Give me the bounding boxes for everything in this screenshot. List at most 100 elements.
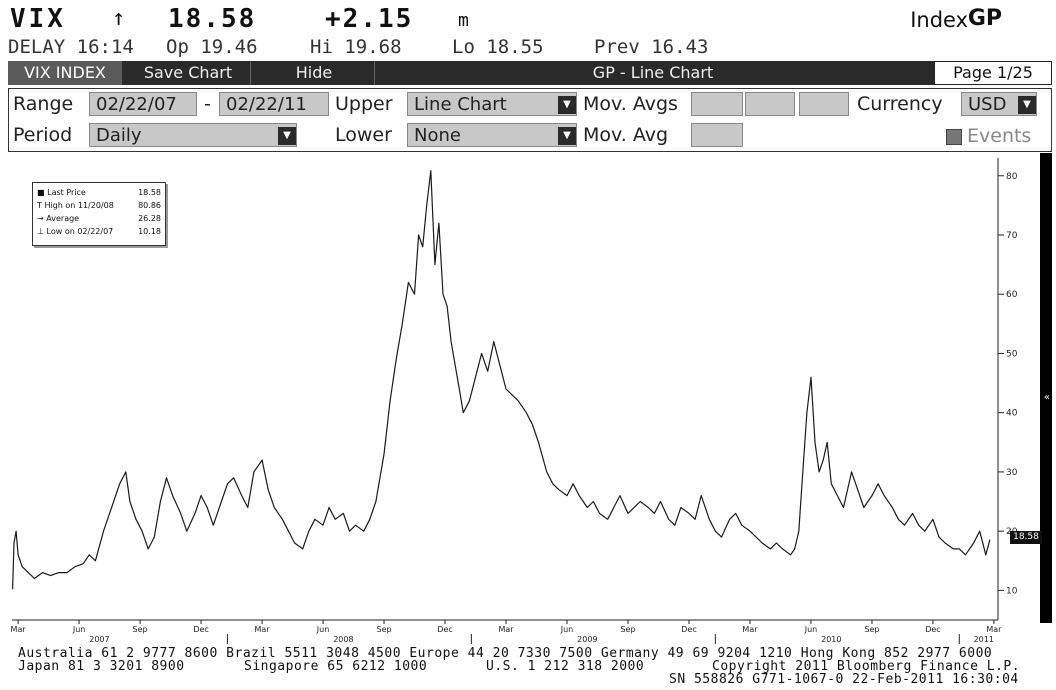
market-flag: m bbox=[458, 10, 469, 31]
legend-label: High on 11/20/08 bbox=[44, 201, 114, 210]
x-tick-label: Jun bbox=[72, 625, 86, 634]
mov-avg-1-input[interactable] bbox=[691, 92, 743, 116]
y-tick-label: 50 bbox=[1006, 349, 1018, 359]
x-tick-label: Dec bbox=[925, 625, 940, 634]
year-label: 2011 bbox=[974, 635, 994, 644]
y-tick-label: 80 bbox=[1006, 172, 1018, 182]
footer-phones-line1: Australia 61 2 9777 8600 Brazil 5511 304… bbox=[18, 646, 993, 661]
save-chart-button[interactable]: Save Chart bbox=[126, 61, 251, 85]
range-start-input[interactable]: 02/22/07 bbox=[89, 92, 197, 116]
low-marker-icon: ⊥ bbox=[37, 227, 44, 236]
lower-select[interactable]: None ▼ bbox=[407, 123, 577, 147]
lower-label: Lower bbox=[335, 124, 392, 146]
x-tick-label: Jun bbox=[316, 625, 330, 634]
low-price: Lo 18.55 bbox=[452, 36, 544, 58]
price-change: +2.15 bbox=[325, 4, 414, 34]
page-indicator[interactable]: Page 1/25 bbox=[934, 61, 1052, 85]
previous-close: Prev 16.43 bbox=[594, 36, 709, 58]
events-label: Events bbox=[967, 125, 1032, 147]
high-price: Hi 19.68 bbox=[310, 36, 402, 58]
x-tick-label: Mar bbox=[498, 625, 514, 634]
year-label: 2007 bbox=[89, 635, 109, 644]
x-tick-label: Sep bbox=[620, 625, 635, 634]
y-tick-label: 70 bbox=[1006, 231, 1018, 241]
x-tick-label: Dec bbox=[681, 625, 696, 634]
legend-row-last: ■ Last Price 18.58 bbox=[37, 188, 161, 197]
x-tick-label: Mar bbox=[986, 625, 1002, 634]
open-price: Op 19.46 bbox=[166, 36, 258, 58]
year-label: 2009 bbox=[577, 635, 597, 644]
dropdown-arrow-icon: ▼ bbox=[558, 96, 576, 114]
legend-value: 18.58 bbox=[138, 188, 161, 197]
mov-avg-2-input[interactable] bbox=[745, 92, 795, 116]
delay-time: DELAY 16:14 bbox=[8, 36, 134, 58]
y-tick-label: 30 bbox=[1006, 468, 1018, 478]
footer-copyright: Copyright 2011 Bloomberg Finance L.P. bbox=[712, 659, 1021, 674]
chart-area bbox=[8, 153, 1052, 623]
footer-phones-line2-left: Japan 81 3 3201 8900 bbox=[18, 659, 185, 674]
range-label: Range bbox=[13, 93, 74, 115]
mov-avg-3-input[interactable] bbox=[799, 92, 849, 116]
footer-serial: SN 558826 G771-1067-0 22-Feb-2011 16:30:… bbox=[669, 672, 1019, 687]
index-label: Index bbox=[910, 8, 968, 32]
y-tick-label: 60 bbox=[1006, 290, 1018, 300]
average-marker-icon: → bbox=[37, 214, 44, 223]
period-select[interactable]: Daily ▼ bbox=[89, 123, 297, 147]
x-tick-label: Mar bbox=[11, 625, 27, 634]
x-tick-label: Jun bbox=[560, 625, 574, 634]
range-dash: - bbox=[204, 93, 211, 115]
period-select-value: Daily bbox=[96, 125, 142, 146]
legend-row-average: → Average 26.28 bbox=[37, 214, 161, 223]
lower-select-value: None bbox=[414, 125, 461, 146]
x-tick-label: Sep bbox=[133, 625, 148, 634]
footer-phones-line2-us: U.S. 1 212 318 2000 bbox=[486, 659, 645, 674]
function-code: GP bbox=[967, 6, 1002, 31]
up-arrow-icon: ↑ bbox=[112, 6, 126, 31]
legend-value: 80.86 bbox=[138, 201, 161, 210]
legend-label: Average bbox=[46, 214, 80, 223]
toolbar: VIX INDEX Save Chart Hide GP - Line Char… bbox=[8, 61, 1052, 85]
x-tick-label: Dec bbox=[437, 625, 452, 634]
chart-controls: Range 02/22/07 - 02/22/11 Upper Line Cha… bbox=[8, 88, 1052, 152]
x-tick-label: Jun bbox=[804, 625, 818, 634]
last-price-tag: 18.58 bbox=[1010, 531, 1042, 544]
currency-select-value: USD bbox=[968, 94, 1007, 115]
collapse-icon[interactable]: « bbox=[1044, 392, 1051, 403]
high-marker-icon: T bbox=[37, 201, 42, 210]
range-end-input[interactable]: 02/22/11 bbox=[219, 92, 329, 116]
security-button[interactable]: VIX INDEX bbox=[8, 61, 122, 85]
x-tick-label: Sep bbox=[376, 625, 391, 634]
legend-value: 26.28 bbox=[138, 214, 161, 223]
dropdown-arrow-icon: ▼ bbox=[558, 127, 576, 145]
x-tick-label: Sep bbox=[864, 625, 879, 634]
y-tick-label: 10 bbox=[1006, 586, 1018, 596]
x-tick-label: Mar bbox=[255, 625, 271, 634]
square-icon: ■ bbox=[37, 188, 45, 197]
dropdown-arrow-icon: ▼ bbox=[278, 127, 296, 145]
legend-value: 10.18 bbox=[138, 227, 161, 236]
y-tick-label: 40 bbox=[1006, 409, 1018, 419]
upper-select[interactable]: Line Chart ▼ bbox=[407, 92, 577, 116]
footer-phones-line2-mid: Singapore 65 6212 1000 bbox=[244, 659, 428, 674]
upper-label: Upper bbox=[335, 93, 393, 115]
year-label: 2008 bbox=[333, 635, 353, 644]
period-label: Period bbox=[13, 124, 73, 146]
lower-mov-avg-input[interactable] bbox=[691, 123, 743, 147]
ticker-symbol: VIX bbox=[10, 4, 66, 34]
right-scroll-strip[interactable] bbox=[1040, 153, 1052, 623]
mov-avgs-label: Mov. Avgs bbox=[583, 93, 678, 115]
hide-button[interactable]: Hide bbox=[254, 61, 375, 85]
legend-label: Last Price bbox=[47, 188, 86, 197]
dropdown-arrow-icon: ▼ bbox=[1018, 96, 1036, 114]
currency-select[interactable]: USD ▼ bbox=[961, 92, 1037, 116]
currency-label: Currency bbox=[857, 93, 943, 115]
last-price: 18.58 bbox=[168, 4, 257, 34]
vix-price-line bbox=[12, 170, 991, 590]
events-checkbox[interactable] bbox=[946, 129, 962, 145]
chart-title: GP - Line Chart bbox=[592, 63, 714, 82]
year-label: 2010 bbox=[821, 635, 841, 644]
x-tick-label: Dec bbox=[193, 625, 208, 634]
x-tick-label: Mar bbox=[742, 625, 758, 634]
legend-row-high: T High on 11/20/08 80.86 bbox=[37, 201, 161, 210]
